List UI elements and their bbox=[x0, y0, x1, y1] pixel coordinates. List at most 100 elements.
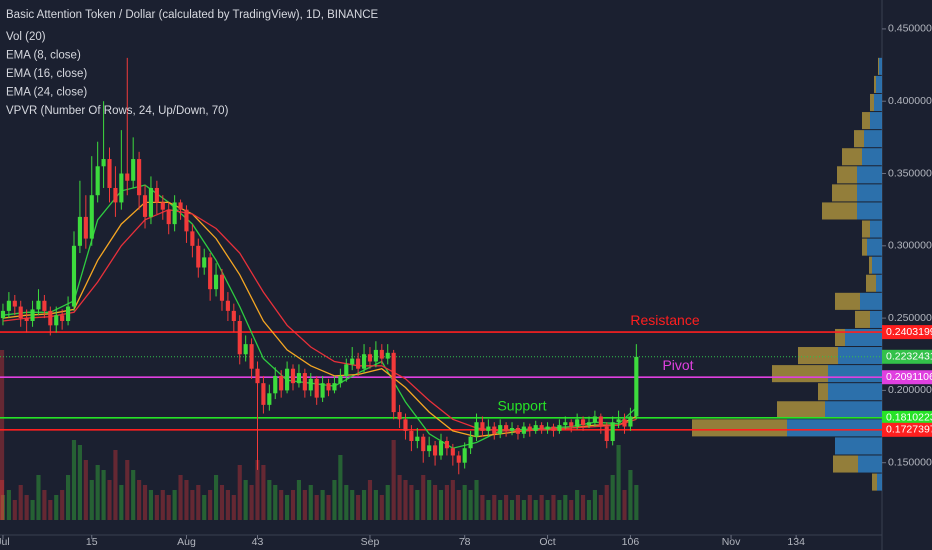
candle-body bbox=[415, 436, 420, 442]
volume-bar bbox=[616, 445, 621, 520]
volume-bar bbox=[450, 480, 455, 520]
candle-body bbox=[421, 436, 426, 452]
volume-bar bbox=[563, 495, 568, 520]
candle-body bbox=[557, 425, 562, 431]
volume-bar bbox=[60, 490, 65, 520]
volume-bar bbox=[255, 460, 260, 520]
volume-bar bbox=[101, 470, 106, 520]
candle-body bbox=[273, 375, 278, 394]
candle-body bbox=[373, 349, 378, 362]
volume-bar bbox=[83, 460, 88, 520]
candle-body bbox=[397, 412, 402, 420]
candle-body bbox=[427, 445, 432, 452]
candle-body bbox=[509, 428, 515, 431]
volume-bar bbox=[444, 485, 449, 520]
candle-body bbox=[42, 300, 47, 311]
legend-entry: EMA (16, close) bbox=[6, 68, 87, 80]
candle-body bbox=[450, 448, 455, 456]
candle-body bbox=[385, 352, 390, 359]
vpvr-down bbox=[832, 184, 857, 202]
volume-bar bbox=[533, 500, 538, 520]
volume-bar bbox=[0, 480, 5, 520]
volume-bar bbox=[18, 485, 23, 520]
volume-bar bbox=[504, 495, 509, 520]
candle-body bbox=[101, 159, 106, 167]
vpvr bbox=[692, 57, 882, 491]
candle-body bbox=[504, 425, 509, 431]
candle-body bbox=[166, 209, 171, 225]
x-tick-label: 43 bbox=[252, 536, 264, 548]
candle-body bbox=[83, 216, 88, 239]
volume-bar bbox=[409, 485, 414, 520]
volume-bar bbox=[622, 490, 627, 520]
x-tick-label: Nov bbox=[722, 536, 741, 548]
volume-bar bbox=[113, 450, 118, 520]
volume-bar bbox=[474, 480, 479, 520]
volume-bar bbox=[350, 490, 355, 520]
candle-body bbox=[598, 416, 603, 427]
candle-body bbox=[498, 425, 503, 434]
vpvr-down bbox=[855, 310, 870, 328]
volume-bar bbox=[498, 500, 503, 520]
legend-entry: Vol (20) bbox=[6, 31, 46, 43]
candle-body bbox=[6, 300, 11, 311]
candle-body bbox=[107, 159, 112, 188]
candle-body bbox=[255, 368, 260, 384]
volume-bar bbox=[438, 490, 444, 520]
vpvr-up bbox=[857, 202, 882, 220]
level-label: 0.17273973 bbox=[886, 424, 932, 436]
candle-body bbox=[403, 419, 408, 431]
volume-bar bbox=[580, 495, 586, 520]
candle-body bbox=[125, 173, 130, 181]
vpvr-down bbox=[833, 455, 858, 473]
candle-body bbox=[18, 306, 23, 319]
candle-body bbox=[338, 375, 343, 384]
volume-bar bbox=[314, 495, 319, 520]
volume-bar bbox=[202, 495, 207, 520]
volume-bar bbox=[6, 490, 11, 520]
vpvr-up bbox=[870, 310, 882, 328]
volume-bar bbox=[480, 495, 485, 520]
candle-body bbox=[77, 216, 82, 246]
candle-body bbox=[160, 202, 165, 210]
vpvr-down bbox=[798, 347, 838, 365]
vpvr-down bbox=[862, 112, 870, 130]
volume-bar bbox=[521, 500, 526, 520]
candle-body bbox=[438, 441, 444, 456]
candle-body bbox=[569, 422, 574, 427]
level-label-box bbox=[882, 325, 932, 340]
candle-body bbox=[24, 318, 29, 321]
vpvr-down bbox=[772, 365, 828, 383]
level-label: 0.22324319 bbox=[886, 351, 932, 363]
candle-body bbox=[225, 300, 230, 311]
volume-bar bbox=[367, 480, 373, 520]
candle-body bbox=[137, 159, 142, 196]
volume-bar bbox=[0, 495, 6, 520]
volume-bar bbox=[184, 480, 189, 520]
candle-body bbox=[521, 426, 526, 434]
candle-body bbox=[279, 375, 284, 391]
volume-bar bbox=[66, 475, 71, 520]
candle-body bbox=[610, 422, 615, 442]
candle-body bbox=[60, 315, 65, 321]
vpvr-up bbox=[858, 455, 882, 473]
y-tick-label: 0.25000000 bbox=[888, 312, 932, 324]
candle-body bbox=[196, 245, 201, 268]
volume-bar bbox=[397, 475, 402, 520]
candle-body bbox=[267, 393, 272, 405]
candle-body bbox=[243, 344, 248, 355]
volume-bar bbox=[492, 495, 497, 520]
x-tick-label: 134 bbox=[787, 536, 805, 548]
candle-body bbox=[379, 349, 384, 359]
candle-body bbox=[154, 187, 159, 203]
x-tick-label: Jul bbox=[0, 536, 10, 548]
volume-bar bbox=[89, 480, 94, 520]
candle-body bbox=[563, 422, 568, 426]
volume-bar bbox=[433, 485, 438, 520]
volume-bar bbox=[456, 490, 461, 520]
volume-bar bbox=[634, 485, 639, 520]
vpvr-down bbox=[777, 401, 825, 419]
volume-bar bbox=[379, 495, 384, 520]
